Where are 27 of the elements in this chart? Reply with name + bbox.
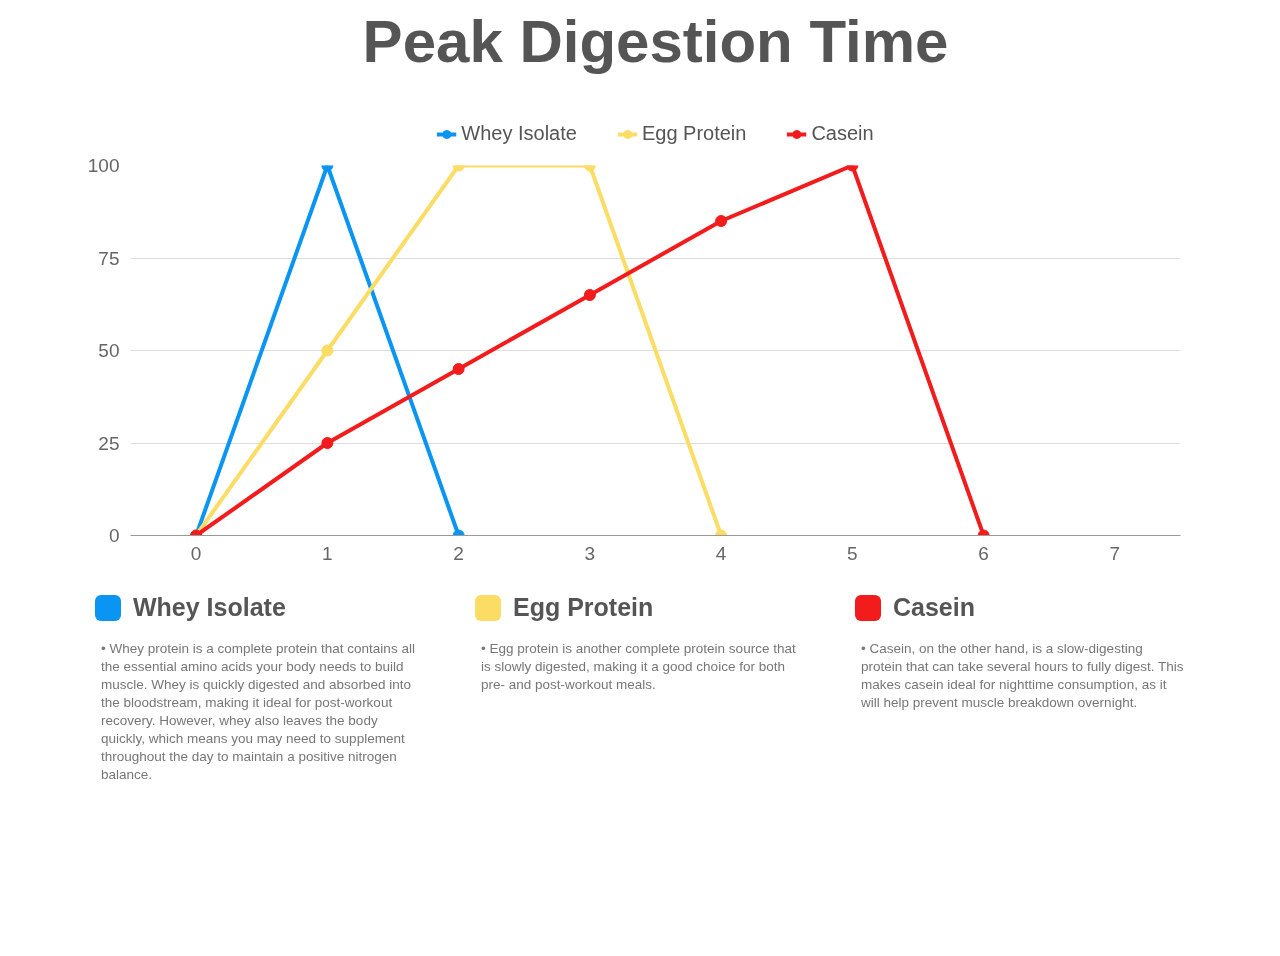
y-tick-label: 100 [87,155,120,176]
x-tick-label: 3 [584,542,596,564]
x-tick-label: 0 [190,542,202,564]
x-tick-label: 5 [847,542,858,564]
legend-label: Whey Isolate [461,122,577,145]
legend-label: Egg Protein [641,122,747,145]
x-tick-label: 7 [1109,542,1121,564]
y-tick-label: 50 [98,340,120,361]
text: • Egg protein is another complete protein source that is slowly digested, making it a good choice for both pre- and post-workout meals. [480,639,797,694]
y-tick-label: 0 [108,525,120,546]
legend-label: Casein [811,122,874,145]
text: Casein [892,592,976,623]
point [583,289,596,301]
point [452,363,465,375]
x-tick-label: 6 [978,542,989,564]
text: • Whey protein is a complete protein that contains all the essential amino acids your body needs to build muscle. Whey is quickly digested and absorbed into the bloodstream, making it ideal for post-workout recovery. However, whey also leaves the body quickly, which means you may need to supplement throughout the day to maintain a positive nitrogen balance. [100,639,416,784]
y-tick-label: 25 [98,432,120,454]
y-tick-label: 75 [98,247,120,269]
chart-title: Peak Digestion Time [362,7,949,75]
point [321,437,334,449]
x-tick-label: 1 [322,542,333,564]
x-tick-label: 4 [715,542,727,564]
text: • Casein, on the other hand, is a slow-digesting protein that can take several hours to fully digest. This makes casein ideal for nighttime consumption, as it will help prevent muscle breakdown overnight. [860,639,1185,712]
text: Whey Isolate [132,592,287,623]
point [321,344,334,357]
x-tick-label: 2 [453,542,464,564]
text: Egg Protein [512,592,655,623]
